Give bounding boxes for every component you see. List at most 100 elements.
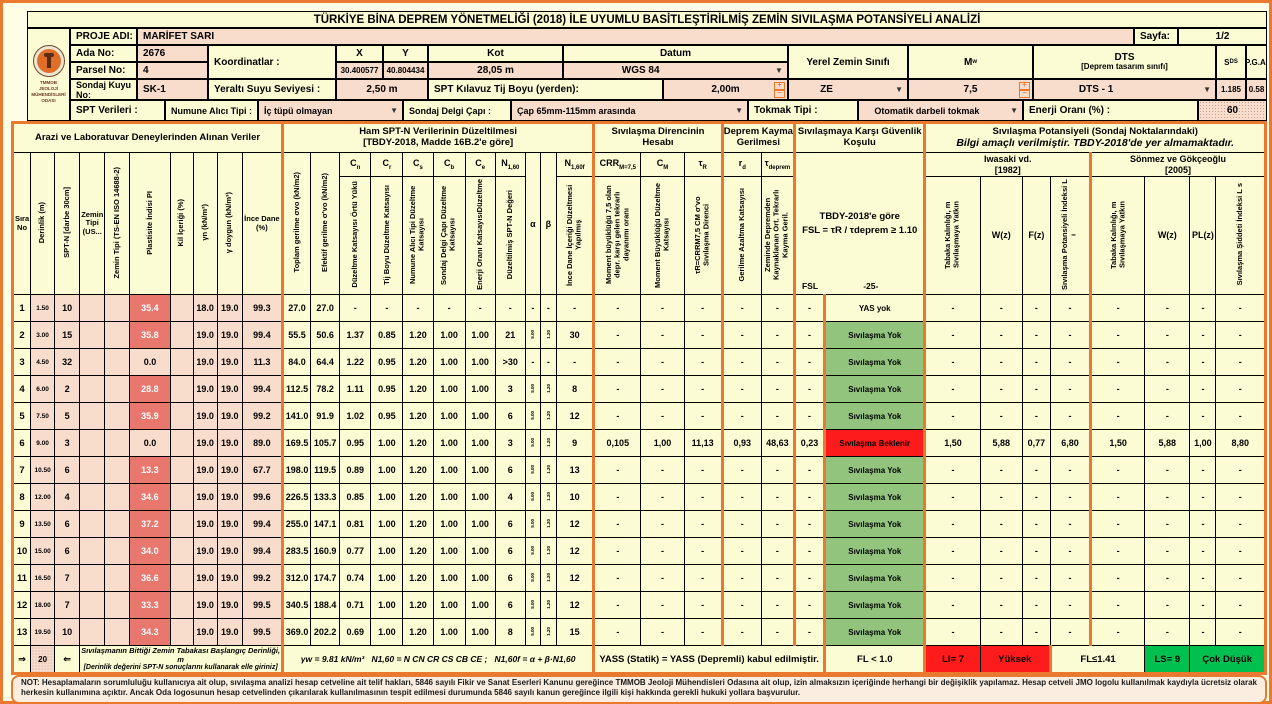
- cell-kil[interactable]: [169, 348, 194, 376]
- cell-zemin-ts[interactable]: [104, 348, 131, 376]
- yss-value[interactable]: 2,50 m: [336, 79, 428, 100]
- dts-select[interactable]: DTS - 1 ▼: [1033, 79, 1216, 100]
- cell-zemin-us[interactable]: [79, 375, 106, 403]
- cell-spt-n[interactable]: 5: [54, 402, 81, 430]
- cell-spt-n[interactable]: 7: [54, 564, 81, 592]
- cell-zemin-us[interactable]: [79, 321, 106, 349]
- cell-zemin-ts[interactable]: [104, 483, 131, 511]
- cell-spt-n[interactable]: 6: [54, 537, 81, 565]
- cell-zemin-us[interactable]: [79, 294, 106, 322]
- cell-zemin-us[interactable]: [79, 618, 106, 646]
- liq-end-depth-input[interactable]: 20: [30, 644, 56, 675]
- plus-minus-stepper-icon[interactable]: + −: [774, 82, 785, 98]
- cell-zemin-us[interactable]: [79, 483, 106, 511]
- cell-zemin-ts[interactable]: [104, 510, 131, 538]
- cell-pi[interactable]: 0.0: [129, 429, 171, 457]
- cell-pi[interactable]: 34.6: [129, 483, 171, 511]
- cell-depth[interactable]: 12.00: [30, 483, 56, 511]
- y-value[interactable]: 40.804434: [383, 62, 428, 79]
- cell-zemin-ts[interactable]: [104, 591, 131, 619]
- cell-spt-n[interactable]: 4: [54, 483, 81, 511]
- cell-kil[interactable]: [169, 483, 194, 511]
- cell-depth[interactable]: 6.00: [30, 375, 56, 403]
- cell-kil[interactable]: [169, 294, 194, 322]
- cell-gamma-n[interactable]: 19.0: [192, 537, 218, 565]
- parsel-no-value[interactable]: 4: [137, 62, 208, 79]
- cell-depth[interactable]: 10.50: [30, 456, 56, 484]
- cell-ince-dane[interactable]: 99.2: [241, 402, 284, 430]
- cell-zemin-us[interactable]: [79, 456, 106, 484]
- cell-spt-n[interactable]: 2: [54, 375, 81, 403]
- cell-gamma-doygun[interactable]: 19.0: [216, 429, 243, 457]
- cell-zemin-ts[interactable]: [104, 537, 131, 565]
- numune-alici-select[interactable]: İç tüpü olmayan ▼: [258, 100, 403, 121]
- cell-spt-n[interactable]: 10: [54, 294, 81, 322]
- cell-gamma-doygun[interactable]: 19.0: [216, 294, 243, 322]
- kot-value[interactable]: 28,05 m: [428, 62, 563, 79]
- cell-gamma-n[interactable]: 19.0: [192, 456, 218, 484]
- cell-ince-dane[interactable]: 99.4: [241, 510, 284, 538]
- cell-gamma-n[interactable]: 19.0: [192, 564, 218, 592]
- cell-gamma-doygun[interactable]: 19.0: [216, 510, 243, 538]
- cell-zemin-us[interactable]: [79, 510, 106, 538]
- cell-pi[interactable]: 0.0: [129, 348, 171, 376]
- mw-stepper[interactable]: 7,5 + −: [908, 79, 1033, 100]
- cell-pi[interactable]: 36.6: [129, 564, 171, 592]
- cell-zemin-ts[interactable]: [104, 618, 131, 646]
- cell-spt-n[interactable]: 7: [54, 591, 81, 619]
- cell-kil[interactable]: [169, 510, 194, 538]
- cell-pi[interactable]: 13.3: [129, 456, 171, 484]
- cell-gamma-n[interactable]: 19.0: [192, 321, 218, 349]
- yerel-zemin-sinifi-select[interactable]: ZE ▼: [788, 79, 908, 100]
- cell-ince-dane[interactable]: 99.4: [241, 537, 284, 565]
- cell-gamma-n[interactable]: 19.0: [192, 618, 218, 646]
- cell-gamma-doygun[interactable]: 19.0: [216, 564, 243, 592]
- cell-ince-dane[interactable]: 89.0: [241, 429, 284, 457]
- cell-ince-dane[interactable]: 99.6: [241, 483, 284, 511]
- cell-gamma-doygun[interactable]: 19.0: [216, 348, 243, 376]
- cell-pi[interactable]: 34.3: [129, 618, 171, 646]
- cell-spt-n[interactable]: 10: [54, 618, 81, 646]
- cell-zemin-us[interactable]: [79, 429, 106, 457]
- cell-gamma-doygun[interactable]: 19.0: [216, 321, 243, 349]
- cell-kil[interactable]: [169, 456, 194, 484]
- cell-zemin-ts[interactable]: [104, 402, 131, 430]
- cell-kil[interactable]: [169, 429, 194, 457]
- tokmak-tipi-select[interactable]: Otomatik darbeli tokmak ▼: [858, 100, 1023, 121]
- cell-ince-dane[interactable]: 99.4: [241, 375, 284, 403]
- cell-gamma-doygun[interactable]: 19.0: [216, 402, 243, 430]
- tij-boyu-stepper[interactable]: 2,00m + −: [663, 79, 788, 100]
- cell-spt-n[interactable]: 32: [54, 348, 81, 376]
- cell-pi[interactable]: 37.2: [129, 510, 171, 538]
- x-value[interactable]: 30.400577: [336, 62, 383, 79]
- cell-ince-dane[interactable]: 11.3: [241, 348, 284, 376]
- cell-depth[interactable]: 4.50: [30, 348, 56, 376]
- cell-pi[interactable]: 35.4: [129, 294, 171, 322]
- cell-pi[interactable]: 35.8: [129, 321, 171, 349]
- cell-gamma-n[interactable]: 19.0: [192, 402, 218, 430]
- delgi-capi-select[interactable]: Çap 65mm-115mm arasında ▼: [511, 100, 748, 121]
- cell-depth[interactable]: 7.50: [30, 402, 56, 430]
- cell-gamma-doygun[interactable]: 19.0: [216, 591, 243, 619]
- enerji-orani-value[interactable]: 60: [1198, 100, 1267, 121]
- sondaj-kuyu-value[interactable]: SK-1: [137, 79, 208, 100]
- cell-ince-dane[interactable]: 99.5: [241, 618, 284, 646]
- cell-depth[interactable]: 15.00: [30, 537, 56, 565]
- cell-kil[interactable]: [169, 618, 194, 646]
- cell-zemin-ts[interactable]: [104, 294, 131, 322]
- cell-kil[interactable]: [169, 564, 194, 592]
- cell-depth[interactable]: 16.50: [30, 564, 56, 592]
- cell-pi[interactable]: 33.3: [129, 591, 171, 619]
- datum-select[interactable]: WGS 84 ▼: [563, 62, 788, 79]
- cell-zemin-ts[interactable]: [104, 564, 131, 592]
- cell-zemin-us[interactable]: [79, 348, 106, 376]
- cell-ince-dane[interactable]: 99.3: [241, 294, 284, 322]
- cell-zemin-us[interactable]: [79, 402, 106, 430]
- cell-kil[interactable]: [169, 591, 194, 619]
- cell-depth[interactable]: 1.50: [30, 294, 56, 322]
- proje-adi-value[interactable]: MARİFET SARI: [137, 28, 1134, 45]
- cell-spt-n[interactable]: 3: [54, 429, 81, 457]
- cell-spt-n[interactable]: 15: [54, 321, 81, 349]
- cell-zemin-ts[interactable]: [104, 321, 131, 349]
- cell-depth[interactable]: 19.50: [30, 618, 56, 646]
